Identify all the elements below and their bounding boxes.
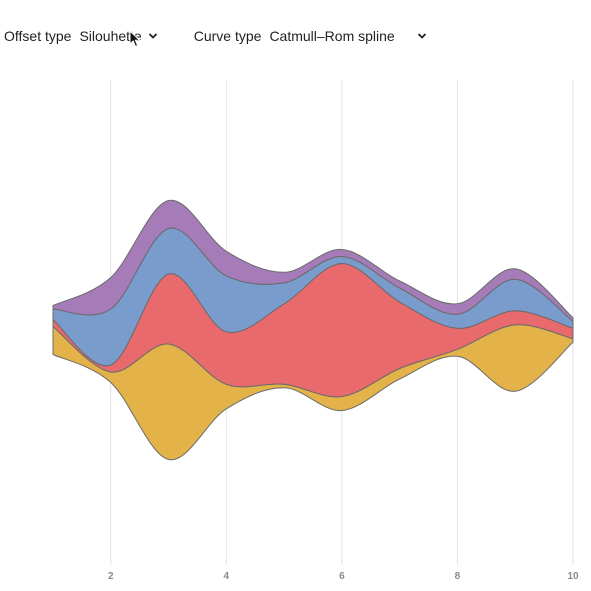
chevron-down-icon: [417, 33, 426, 39]
chevron-down-icon: [148, 33, 157, 39]
mouse-pointer-icon: [129, 30, 141, 48]
curve-type-label: Curve type: [193, 28, 262, 44]
stream-layer-4: [52, 199, 574, 323]
offset-type-control: Offset type Silouhette: [4, 28, 158, 44]
offset-type-value: Silouhette: [79, 28, 142, 44]
offset-type-label: Offset type: [4, 28, 72, 44]
x-tick-label: 10: [567, 571, 579, 582]
x-tick-label: 6: [339, 571, 345, 582]
x-tick-label: 4: [224, 571, 230, 582]
curve-type-select[interactable]: Catmull–Rom spline: [269, 28, 426, 44]
x-tick-label: 8: [455, 571, 461, 582]
x-tick-label: 2: [108, 571, 114, 582]
curve-type-value: Catmull–Rom spline: [269, 28, 395, 44]
controls-bar: Offset type Silouhette Curve type Catmul…: [4, 28, 463, 44]
offset-type-select[interactable]: Silouhette: [79, 28, 157, 44]
stream-layers: [52, 199, 574, 461]
curve-type-control: Curve type Catmull–Rom spline: [194, 28, 427, 44]
x-axis-ticks: 2 4 6 8 10: [108, 571, 579, 582]
